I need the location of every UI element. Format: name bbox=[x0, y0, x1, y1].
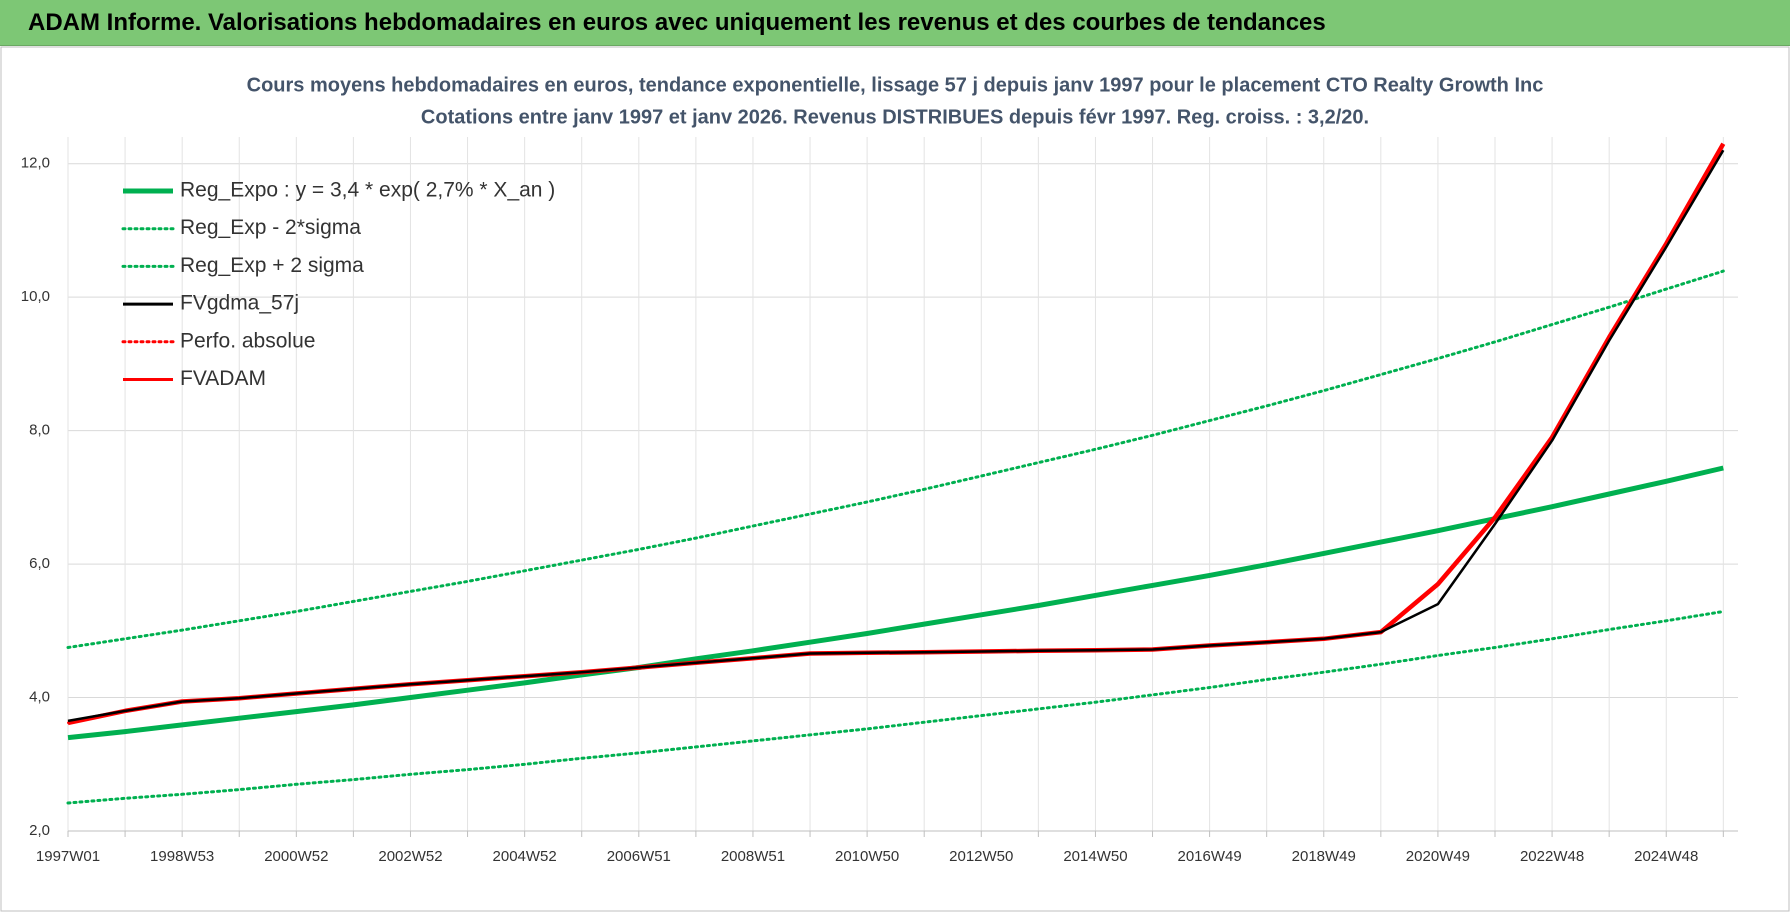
x-tick-label: 1997W01 bbox=[36, 848, 100, 865]
series-line bbox=[66, 269, 1725, 649]
x-tick-label: 2022W48 bbox=[1520, 848, 1584, 865]
y-tick-label: 8,0 bbox=[29, 422, 50, 439]
y-tick-label: 2,0 bbox=[29, 822, 50, 839]
series-line bbox=[67, 149, 1725, 723]
chart-frame bbox=[0, 46, 1790, 912]
header-bar: ADAM Informe. Valorisations hebdomadaire… bbox=[0, 0, 1790, 46]
legend-label: FVgdma_57j bbox=[180, 292, 299, 315]
x-tick-label: 2000W52 bbox=[264, 848, 328, 865]
chart: Cours moyens hebdomadaires en euros, ten… bbox=[0, 46, 1790, 912]
x-tick-label: 2018W49 bbox=[1292, 848, 1356, 865]
chart-title: Cours moyens hebdomadaires en euros, ten… bbox=[247, 74, 1544, 96]
legend-label: FVADAM bbox=[180, 367, 266, 390]
header-title: ADAM Informe. Valorisations hebdomadaire… bbox=[28, 9, 1326, 36]
series-line bbox=[66, 610, 1725, 805]
y-tick-label: 4,0 bbox=[29, 689, 50, 706]
x-tick-label: 2014W50 bbox=[1063, 848, 1127, 865]
x-tick-label: 2012W50 bbox=[949, 848, 1013, 865]
series-line bbox=[67, 465, 1724, 741]
x-tick-label: 2004W52 bbox=[493, 848, 557, 865]
chart-subtitle: Cotations entre janv 1997 et janv 2026. … bbox=[421, 106, 1369, 128]
y-tick-label: 12,0 bbox=[21, 155, 50, 172]
legend-label: Perfo. absolue bbox=[180, 329, 315, 352]
legend-label: Reg_Expo : y = 3,4 * exp( 2,7% * X_an ) bbox=[180, 179, 555, 202]
legend-label: Reg_Exp + 2 sigma bbox=[180, 254, 364, 277]
x-tick-label: 1998W53 bbox=[150, 848, 214, 865]
x-tick-label: 2002W52 bbox=[378, 848, 442, 865]
legend-label: Reg_Exp - 2*sigma bbox=[180, 216, 361, 239]
x-tick-label: 2010W50 bbox=[835, 848, 899, 865]
x-tick-label: 2008W51 bbox=[721, 848, 785, 865]
x-tick-label: 2016W49 bbox=[1177, 848, 1241, 865]
x-tick-label: 2020W49 bbox=[1406, 848, 1470, 865]
x-tick-label: 2024W48 bbox=[1634, 848, 1698, 865]
y-tick-label: 6,0 bbox=[29, 555, 50, 572]
y-tick-label: 10,0 bbox=[21, 288, 50, 305]
x-tick-label: 2006W51 bbox=[607, 848, 671, 865]
